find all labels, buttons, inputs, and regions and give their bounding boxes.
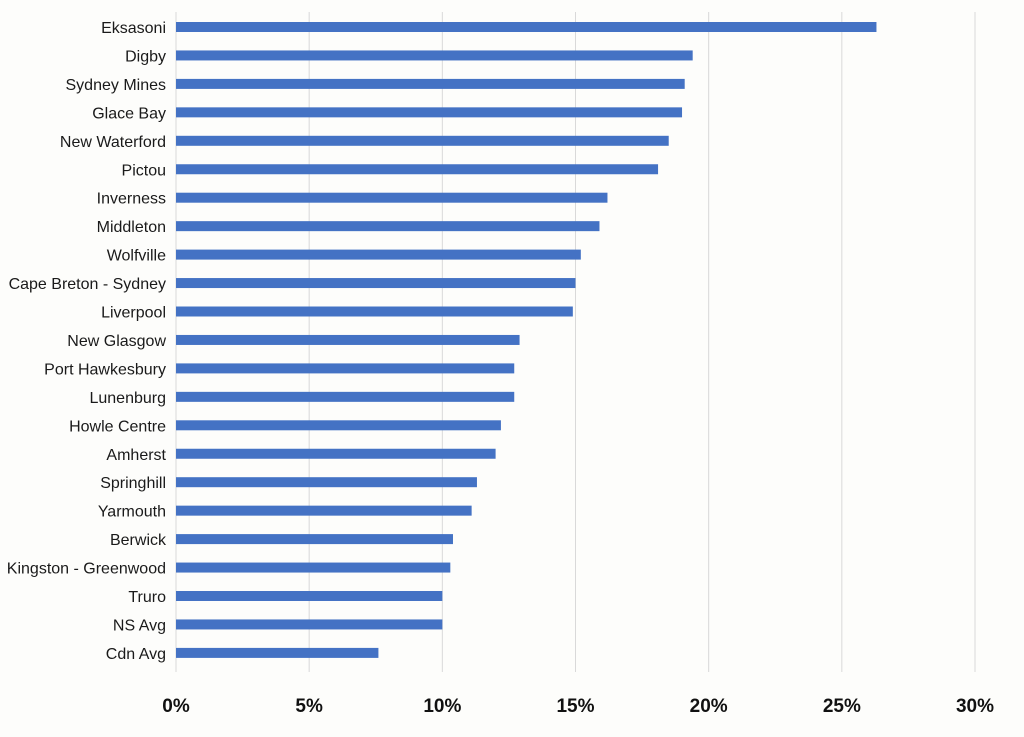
bar bbox=[176, 420, 501, 431]
category-label: Pictou bbox=[122, 162, 166, 179]
x-tick-label: 25% bbox=[823, 696, 861, 717]
category-label: Springhill bbox=[100, 475, 166, 492]
bar bbox=[176, 221, 600, 232]
category-label: Middleton bbox=[97, 219, 166, 236]
bar bbox=[176, 647, 379, 658]
category-label: Sydney Mines bbox=[66, 77, 167, 94]
category-label: Yarmouth bbox=[98, 504, 166, 521]
category-label: Inverness bbox=[97, 191, 166, 208]
x-tick-label: 0% bbox=[162, 696, 190, 717]
category-label: Eksasoni bbox=[101, 20, 166, 37]
bar bbox=[176, 562, 451, 573]
x-axis-tick-labels: 0% 5% 10% 15% 20% 25% 30% bbox=[162, 696, 994, 717]
category-label: Kingston - Greenwood bbox=[7, 561, 166, 578]
category-label: Truro bbox=[128, 589, 166, 606]
category-label: Digby bbox=[125, 48, 166, 65]
bar bbox=[176, 192, 608, 203]
x-tick-label: 20% bbox=[690, 696, 728, 717]
bar bbox=[176, 619, 443, 630]
category-labels: Eksasoni Digby Sydney Mines Glace Bay New Wa… bbox=[7, 20, 167, 663]
category-label: Lunenburg bbox=[89, 390, 166, 407]
category-label: NS Avg bbox=[113, 617, 166, 634]
category-label: Cape Breton - Sydney bbox=[9, 276, 166, 293]
bar bbox=[176, 135, 669, 146]
bar bbox=[176, 391, 515, 402]
bar bbox=[176, 22, 877, 32]
x-tick-label: 30% bbox=[956, 696, 994, 717]
category-label: Howle Centre bbox=[69, 418, 166, 435]
x-tick-label: 5% bbox=[295, 696, 323, 717]
category-label: Port Hawkesbury bbox=[44, 361, 166, 378]
x-tick-label: 10% bbox=[423, 696, 461, 717]
bar bbox=[176, 164, 659, 175]
bar bbox=[176, 249, 581, 260]
category-label: Glace Bay bbox=[92, 105, 166, 122]
category-label: Liverpool bbox=[101, 305, 166, 322]
category-label: Cdn Avg bbox=[106, 646, 166, 663]
bar bbox=[176, 534, 453, 545]
bar bbox=[176, 505, 472, 516]
bar bbox=[176, 50, 693, 61]
bar bbox=[176, 591, 443, 601]
category-label: New Glasgow bbox=[67, 333, 166, 350]
bar bbox=[176, 477, 477, 488]
bar bbox=[176, 363, 515, 374]
category-label: Berwick bbox=[110, 532, 167, 549]
bar bbox=[176, 448, 496, 459]
x-tick-label: 15% bbox=[556, 696, 594, 717]
bars bbox=[176, 22, 877, 658]
bar bbox=[176, 334, 520, 345]
bar bbox=[176, 78, 685, 89]
bar bbox=[176, 278, 576, 289]
category-label: Wolfville bbox=[107, 248, 166, 265]
category-label: New Waterford bbox=[60, 134, 166, 151]
category-label: Amherst bbox=[106, 447, 166, 464]
bar bbox=[176, 306, 573, 317]
bar bbox=[176, 107, 683, 118]
